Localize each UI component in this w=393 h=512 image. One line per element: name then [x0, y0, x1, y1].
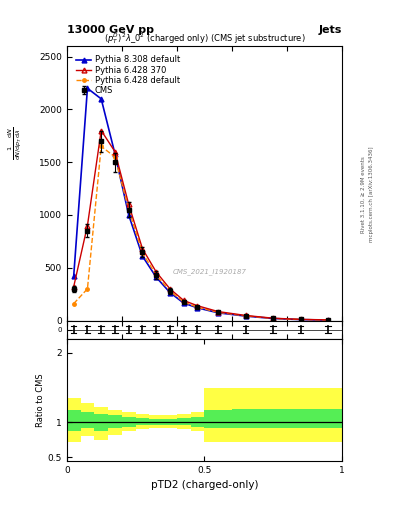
Text: Rivet 3.1.10, ≥ 2.9M events: Rivet 3.1.10, ≥ 2.9M events [361, 156, 366, 233]
Text: 13000 GeV pp: 13000 GeV pp [67, 25, 154, 35]
Pythia 8.308 default [182, 300, 186, 306]
Pythia 8.308 default [154, 274, 159, 281]
Pythia 8.308 default [127, 212, 131, 218]
Pythia 6.428 370 [271, 315, 275, 321]
Pythia 6.428 370 [72, 284, 76, 290]
Text: mcplots.cern.ch [arXiv:1306.3436]: mcplots.cern.ch [arXiv:1306.3436] [369, 147, 374, 242]
X-axis label: pTD2 (charged-only): pTD2 (charged-only) [151, 480, 258, 490]
Pythia 6.428 default [127, 207, 131, 213]
Pythia 8.308 default [243, 313, 248, 319]
Line: Pythia 8.308 default: Pythia 8.308 default [71, 86, 331, 323]
Pythia 6.428 370 [85, 222, 90, 228]
Line: Pythia 6.428 370: Pythia 6.428 370 [71, 128, 331, 323]
Pythia 6.428 default [168, 288, 173, 294]
Pythia 6.428 default [298, 316, 303, 323]
Pythia 8.308 default [195, 305, 200, 311]
Title: $(p_T^D)^2\lambda\_0^2$ (charged only) (CMS jet substructure): $(p_T^D)^2\lambda\_0^2$ (charged only) (… [103, 31, 305, 46]
Pythia 6.428 370 [326, 317, 331, 323]
Pythia 6.428 default [326, 317, 331, 323]
Pythia 6.428 370 [168, 286, 173, 292]
Pythia 6.428 default [271, 315, 275, 322]
Pythia 6.428 default [182, 299, 186, 305]
Text: $\frac{1}{\mathrm{d}N/\mathrm{d}p_T}\frac{\mathrm{d}N}{\mathrm{d}\lambda}$: $\frac{1}{\mathrm{d}N/\mathrm{d}p_T}\fra… [7, 126, 24, 160]
Pythia 8.308 default [85, 85, 90, 91]
Pythia 8.308 default [113, 151, 118, 157]
Pythia 6.428 370 [113, 148, 118, 155]
Pythia 6.428 default [85, 286, 90, 292]
Pythia 6.428 370 [195, 303, 200, 309]
Pythia 6.428 default [140, 250, 145, 256]
Text: Jets: Jets [319, 25, 342, 35]
Pythia 8.308 default [216, 310, 220, 316]
Pythia 8.308 default [271, 315, 275, 322]
Pythia 6.428 default [195, 304, 200, 310]
Pythia 8.308 default [140, 253, 145, 259]
Pythia 6.428 370 [154, 269, 159, 275]
Text: CMS_2021_I1920187: CMS_2021_I1920187 [173, 268, 247, 274]
Pythia 6.428 370 [182, 297, 186, 304]
Pythia 6.428 370 [243, 312, 248, 318]
Pythia 8.308 default [168, 289, 173, 295]
Y-axis label: Ratio to CMS: Ratio to CMS [36, 373, 45, 426]
Pythia 6.428 370 [216, 309, 220, 315]
Pythia 6.428 default [216, 309, 220, 315]
Pythia 8.308 default [72, 273, 76, 279]
Pythia 6.428 370 [127, 201, 131, 207]
Line: Pythia 6.428 default: Pythia 6.428 default [72, 144, 330, 322]
Pythia 6.428 default [154, 272, 159, 278]
Legend: Pythia 8.308 default, Pythia 6.428 370, Pythia 6.428 default, CMS: Pythia 8.308 default, Pythia 6.428 370, … [74, 53, 182, 98]
Pythia 6.428 370 [298, 316, 303, 323]
Pythia 8.308 default [99, 96, 104, 102]
Pythia 6.428 default [72, 301, 76, 307]
Pythia 8.308 default [298, 316, 303, 323]
Pythia 6.428 default [243, 313, 248, 319]
Pythia 6.428 370 [99, 127, 104, 134]
Pythia 6.428 370 [140, 246, 145, 252]
Pythia 8.308 default [326, 317, 331, 323]
Pythia 6.428 default [113, 154, 118, 160]
Pythia 6.428 default [99, 143, 104, 150]
